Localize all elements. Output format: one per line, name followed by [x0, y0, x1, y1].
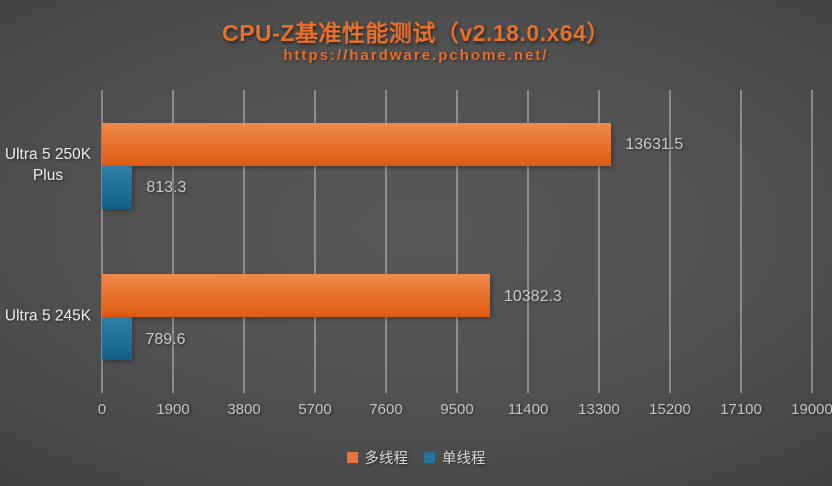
bar-multi: [102, 274, 490, 318]
legend-swatch-single-icon: [424, 452, 435, 463]
gridline: [527, 90, 529, 393]
gridline: [669, 90, 671, 393]
chart-title: CPU-Z基准性能测试（v2.18.0.x64）: [222, 20, 610, 46]
value-label: 789.6: [145, 330, 186, 348]
x-tick-label: 11400: [507, 401, 549, 418]
legend: 多线程 单线程: [0, 447, 832, 468]
x-tick-label: 3800: [227, 401, 261, 418]
chart-subtitle-url: https://hardware.pchome.net/: [283, 47, 549, 64]
x-tick-label: 15200: [649, 401, 691, 418]
legend-label: 多线程: [364, 451, 409, 467]
category-label: Ultra 5 245K: [4, 307, 92, 325]
gridline: [456, 90, 458, 393]
x-tick-label: 5700: [298, 401, 332, 418]
category-label: Ultra 5 250K Plus: [4, 145, 92, 184]
x-tick-label: 9500: [440, 401, 474, 418]
value-label: 13631.5: [625, 136, 684, 154]
gridline: [172, 90, 174, 393]
legend-label: 单线程: [442, 451, 486, 467]
value-label: 10382.3: [503, 287, 562, 305]
bar-single: [102, 317, 132, 361]
gridline: [243, 90, 245, 393]
legend-swatch-multi-icon: [346, 452, 358, 463]
legend-item-single: 单线程: [424, 447, 486, 468]
gridline: [314, 90, 316, 393]
bar-multi: [102, 122, 612, 166]
gridline: [811, 90, 813, 393]
x-tick-label: 1900: [156, 401, 190, 418]
x-tick-label: 13300: [578, 401, 620, 418]
gridline: [385, 90, 387, 393]
x-tick-label: 7600: [369, 401, 403, 418]
plot-area: 13631.5 813.3 10382.3 789.6: [101, 90, 813, 393]
value-label: 813.3: [146, 179, 187, 197]
gridline: [101, 90, 103, 393]
bar-single: [102, 165, 133, 209]
x-tick-label: 0: [97, 401, 107, 418]
gridline: [740, 90, 742, 393]
x-tick-label: 17100: [720, 401, 762, 418]
legend-item-multi: 多线程: [346, 447, 409, 468]
x-tick-label: 19000: [791, 401, 832, 418]
gridline: [598, 90, 600, 393]
